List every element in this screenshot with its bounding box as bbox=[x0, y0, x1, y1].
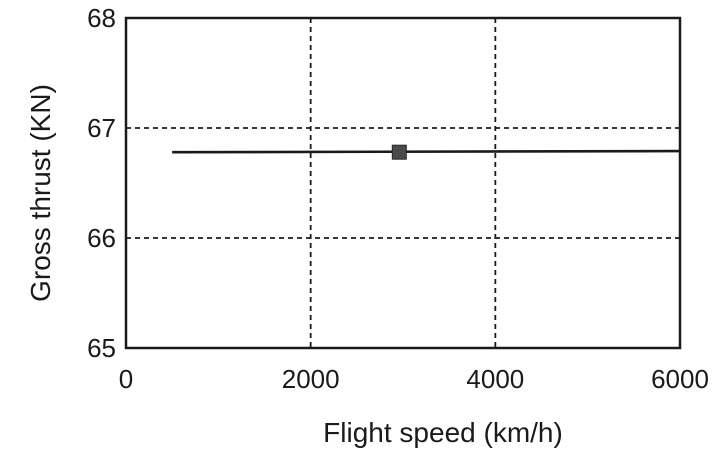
x-axis-label: Flight speed (km/h) bbox=[323, 417, 563, 448]
y-tick-label: 68 bbox=[87, 3, 116, 33]
plot-frame bbox=[124, 16, 682, 350]
marker-group bbox=[391, 144, 407, 160]
y-axis-label: Gross thrust (KN) bbox=[25, 84, 56, 302]
data-point-square bbox=[391, 144, 407, 160]
grid bbox=[126, 18, 680, 348]
x-tick-label: 2000 bbox=[282, 364, 340, 394]
y-tick-labels: 65 66 67 68 bbox=[87, 3, 116, 363]
x-tick-label: 4000 bbox=[466, 364, 524, 394]
y-tick-label: 67 bbox=[87, 113, 116, 143]
x-tick-labels: 0 2000 4000 6000 bbox=[119, 364, 709, 394]
series-line bbox=[172, 149, 681, 154]
x-tick-label: 0 bbox=[119, 364, 133, 394]
y-tick-label: 66 bbox=[87, 223, 116, 253]
series-group bbox=[172, 149, 681, 154]
x-tick-label: 6000 bbox=[651, 364, 709, 394]
y-tick-label: 65 bbox=[87, 333, 116, 363]
